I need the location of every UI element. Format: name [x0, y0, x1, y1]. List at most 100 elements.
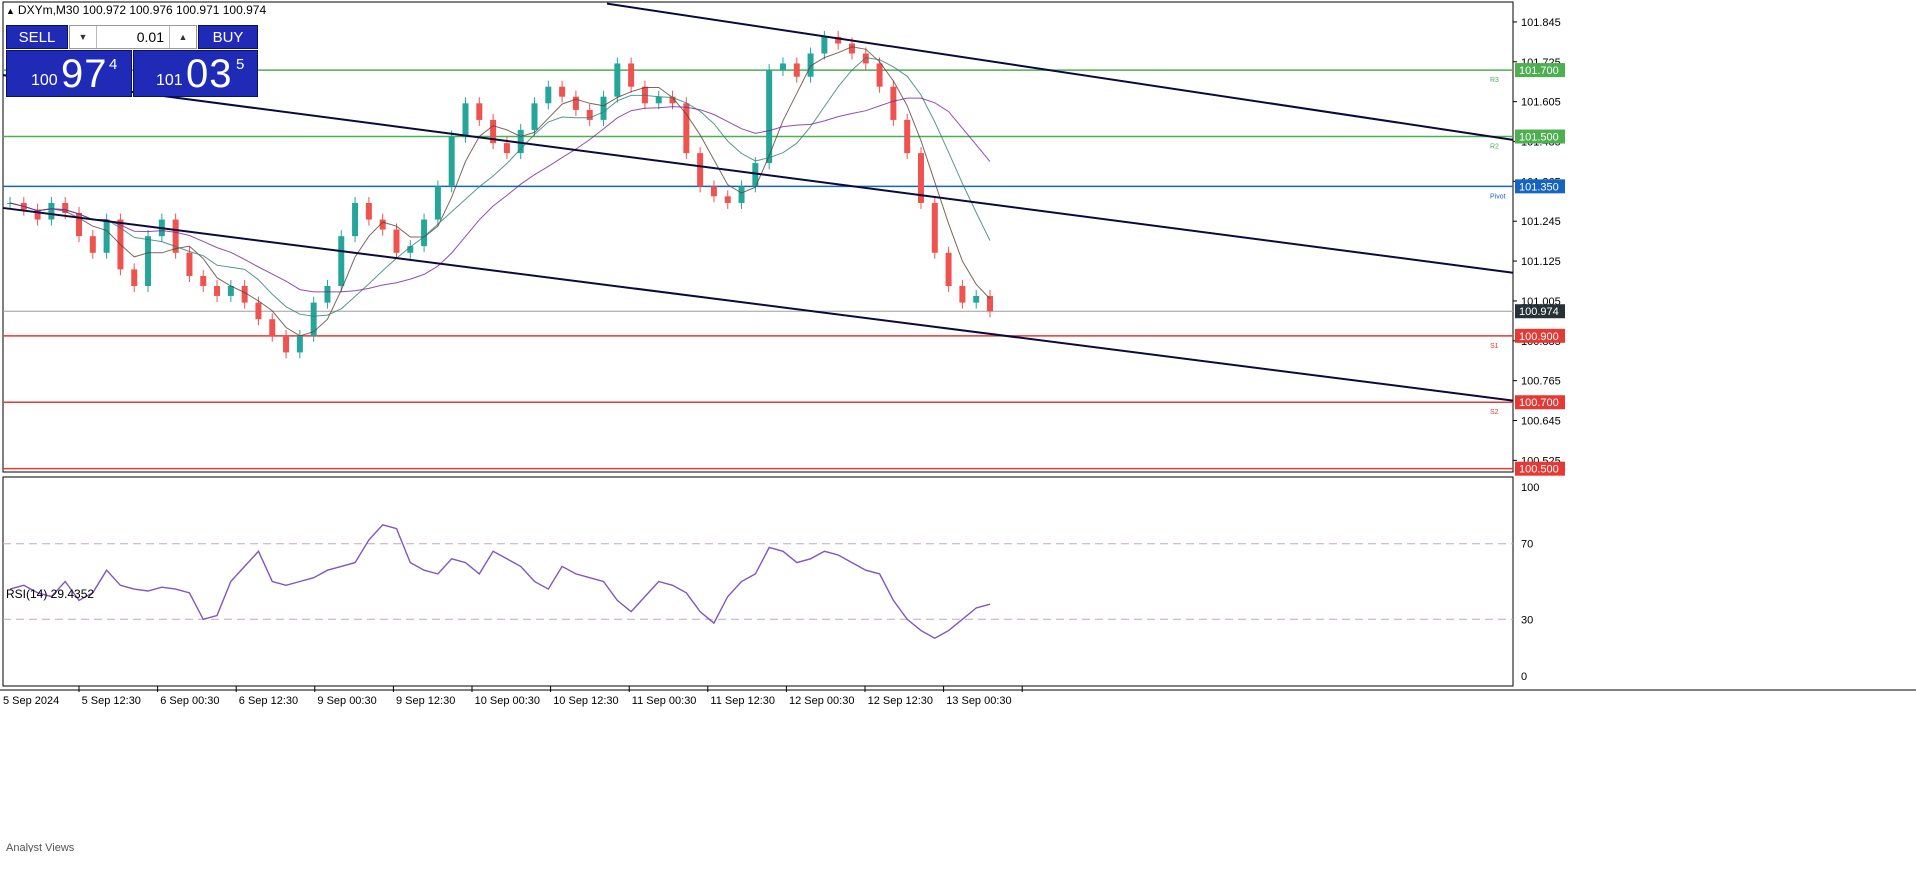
candle-body: [793, 63, 800, 77]
time-tick-label: 6 Sep 00:30: [160, 695, 219, 707]
collapse-triangle-icon[interactable]: ▲: [6, 6, 15, 16]
buy-price-button[interactable]: 101 03 5: [133, 50, 258, 97]
rsi-line: [9, 524, 991, 639]
candle-body: [724, 196, 731, 203]
candle-body: [821, 36, 828, 54]
candle-body: [448, 136, 455, 187]
one-click-trading-panel: SELL ▼ 0.01 ▲ BUY 100 97 4 101 03 5: [6, 25, 258, 97]
resistance-price-tag: [1515, 129, 1565, 144]
analyst-views-label[interactable]: Analyst Views: [6, 842, 75, 852]
rsi-tick-label: 30: [1521, 614, 1533, 626]
candle-body: [876, 63, 883, 87]
candle-body: [407, 246, 414, 253]
candle-body: [365, 202, 372, 220]
ask-price-main: 03: [186, 52, 233, 96]
buy-button[interactable]: BUY: [198, 25, 258, 49]
candle-body: [462, 103, 469, 137]
support-level-tag: S2: [1490, 409, 1499, 416]
candle-body: [421, 219, 428, 247]
candle-body: [807, 53, 814, 77]
candle-body: [669, 96, 676, 104]
price-tick-label: 101.245: [1521, 216, 1561, 228]
bid-price-point: 4: [109, 56, 118, 73]
time-tick-label: 11 Sep 00:30: [632, 695, 697, 707]
time-tick-label: 13 Sep 00:30: [946, 695, 1011, 707]
resistance-level-tag: R3: [1490, 77, 1499, 84]
candle-body: [503, 143, 510, 154]
resistance-level-tag: R2: [1490, 144, 1499, 151]
candle-body: [76, 212, 83, 237]
candle-body: [241, 285, 248, 303]
candle-body: [904, 119, 911, 154]
resistance-price-tag: [1515, 63, 1565, 78]
price-pane-frame: [2, 1, 1514, 473]
pivot-price-tag: [1515, 179, 1565, 194]
candle-body: [172, 219, 179, 253]
time-tick-label: 9 Sep 00:30: [317, 695, 376, 707]
candle-body: [572, 96, 579, 110]
time-tick-label: 12 Sep 12:30: [868, 695, 933, 707]
candle-body: [835, 36, 842, 44]
price-tick-label: 101.605: [1521, 97, 1561, 109]
candle-body: [600, 96, 607, 120]
ask-price-prefix: 101: [156, 72, 183, 89]
moving-average-line-1: [9, 46, 991, 337]
support-level-tag: S1: [1490, 343, 1499, 350]
candle-body: [628, 63, 635, 87]
channel-trendline: [2, 74, 1514, 274]
candle-body: [48, 202, 55, 220]
pivot-price-label: 101.350: [1519, 181, 1559, 193]
time-tick-label: 5 Sep 2024: [3, 695, 59, 707]
moving-average-line-3: [9, 97, 991, 293]
candle-body: [490, 119, 497, 144]
time-tick-label: 6 Sep 12:30: [239, 695, 298, 707]
candle-body: [614, 63, 621, 97]
candle-body: [103, 219, 110, 253]
rsi-tick-label: 0: [1521, 671, 1527, 683]
candle-body: [89, 236, 96, 253]
candle-body: [214, 285, 221, 296]
ohlc-label: 100.972 100.976 100.971 100.974: [82, 3, 267, 17]
ask-price-point: 5: [236, 56, 245, 73]
support-price-tag: [1515, 395, 1565, 410]
price-tick-label: 100.645: [1521, 416, 1561, 428]
volume-down-icon[interactable]: ▼: [70, 26, 97, 48]
candle-body: [255, 302, 262, 320]
candle-body: [379, 219, 386, 230]
pivot-level-tag: Pivot: [1490, 193, 1506, 200]
price-tick-label: 101.845: [1521, 17, 1561, 29]
candle-body: [200, 276, 207, 286]
candle-body: [296, 335, 303, 353]
volume-field[interactable]: ▼ 0.01 ▲: [69, 25, 197, 49]
symbol-label: DXYm,M30: [17, 3, 80, 17]
candle-body: [531, 103, 538, 130]
volume-value[interactable]: 0.01: [136, 29, 164, 45]
candle-body: [779, 63, 786, 71]
price-tick-label: 100.765: [1521, 376, 1561, 388]
candle-body: [710, 186, 717, 197]
time-tick-label: 5 Sep 12:30: [82, 695, 141, 707]
candle-body: [945, 252, 952, 286]
time-tick-label: 9 Sep 12:30: [396, 695, 455, 707]
support-price-label: 100.900: [1519, 331, 1559, 343]
price-tick-label: 101.125: [1521, 256, 1561, 268]
candle-body: [131, 269, 138, 286]
current-price-tag: [1515, 304, 1565, 319]
candle-body: [393, 229, 400, 253]
moving-average-line-2: [9, 57, 991, 317]
candle-body: [434, 186, 441, 220]
volume-up-icon[interactable]: ▲: [169, 26, 196, 48]
support-price-tag: [1515, 328, 1565, 343]
rsi-tick-label: 100: [1521, 482, 1539, 494]
sell-button[interactable]: SELL: [6, 25, 68, 49]
candle-body: [283, 335, 290, 353]
bid-price-prefix: 100: [31, 72, 58, 89]
channel-trendline: [606, 2, 1514, 141]
candle-body: [697, 153, 704, 187]
candle-body: [586, 109, 593, 120]
candle-body: [766, 70, 773, 164]
time-tick-label: 10 Sep 00:30: [475, 695, 540, 707]
sell-price-button[interactable]: 100 97 4: [6, 50, 132, 97]
candle-body: [890, 86, 897, 120]
